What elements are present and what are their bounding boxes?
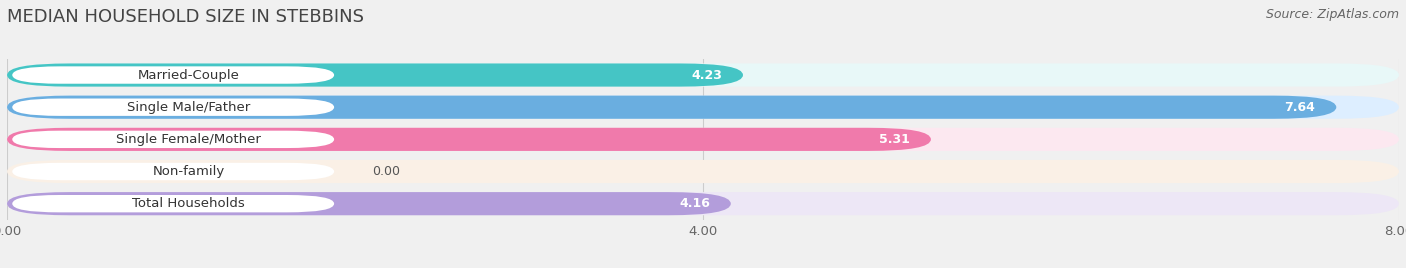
FancyBboxPatch shape [13, 163, 335, 180]
FancyBboxPatch shape [13, 66, 335, 84]
FancyBboxPatch shape [7, 128, 931, 151]
FancyBboxPatch shape [13, 195, 335, 212]
FancyBboxPatch shape [13, 131, 335, 148]
FancyBboxPatch shape [7, 64, 1399, 87]
Text: Non-family: Non-family [153, 165, 225, 178]
FancyBboxPatch shape [7, 96, 1336, 119]
FancyBboxPatch shape [7, 160, 1399, 183]
Text: Total Households: Total Households [132, 197, 245, 210]
Text: 7.64: 7.64 [1285, 101, 1316, 114]
Text: 0.00: 0.00 [373, 165, 401, 178]
Text: 4.16: 4.16 [679, 197, 710, 210]
Text: 5.31: 5.31 [879, 133, 910, 146]
FancyBboxPatch shape [13, 99, 335, 116]
Text: Single Male/Father: Single Male/Father [127, 101, 250, 114]
Text: MEDIAN HOUSEHOLD SIZE IN STEBBINS: MEDIAN HOUSEHOLD SIZE IN STEBBINS [7, 8, 364, 26]
FancyBboxPatch shape [7, 192, 1399, 215]
FancyBboxPatch shape [7, 96, 1399, 119]
Text: Source: ZipAtlas.com: Source: ZipAtlas.com [1265, 8, 1399, 21]
Text: 4.23: 4.23 [692, 69, 723, 81]
FancyBboxPatch shape [7, 192, 731, 215]
Text: Single Female/Mother: Single Female/Mother [117, 133, 262, 146]
Text: Married-Couple: Married-Couple [138, 69, 240, 81]
FancyBboxPatch shape [7, 64, 742, 87]
FancyBboxPatch shape [7, 128, 1399, 151]
